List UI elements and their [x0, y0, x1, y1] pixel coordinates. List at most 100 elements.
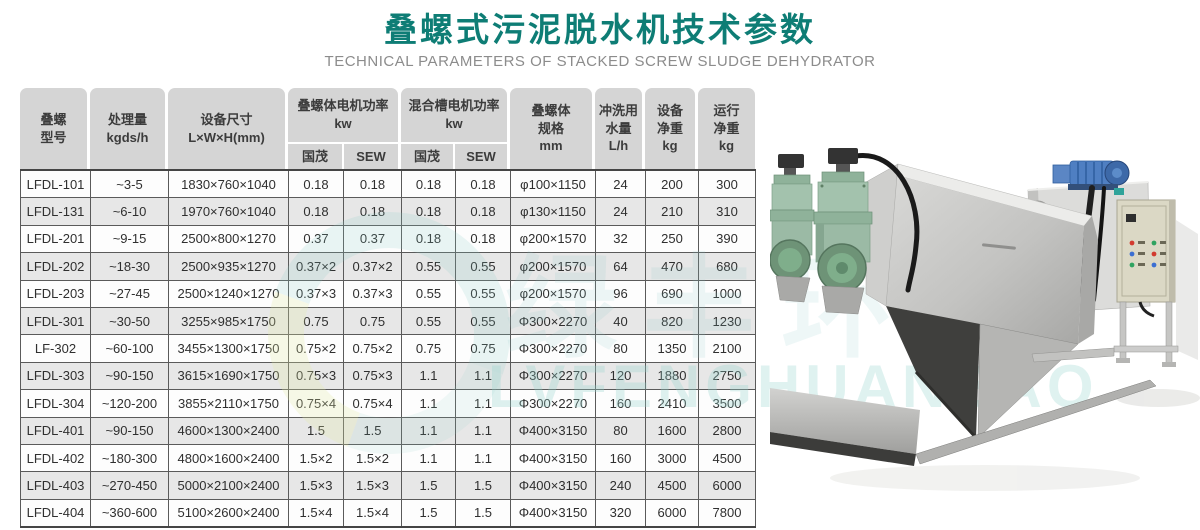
table-cell-mix-motor-sew: 0.75: [455, 334, 511, 363]
table-cell-screw-spec: φ100×1150: [510, 169, 596, 199]
table-cell-operating-weight: 6000: [698, 471, 756, 500]
table-cell-screw-motor-sew: 0.75×2: [343, 334, 402, 363]
header-net-weight: 设备 净重 kg: [645, 88, 695, 169]
shadow: [830, 220, 1200, 491]
header-screw-motor-label: 叠螺体电机功率 kw: [297, 98, 389, 131]
table-cell-net-weight: 2410: [645, 389, 699, 418]
table-cell-wash-water: 320: [595, 498, 646, 528]
header-brand-sew-2: SEW: [453, 144, 507, 169]
table-cell-capacity: ~90-150: [90, 416, 169, 445]
header-screw-motor-brands: 国茂 SEW: [288, 142, 398, 169]
table-cell-model: LFDL-203: [20, 279, 91, 308]
table-cell-dimensions: 5000×2100×2400: [168, 471, 289, 500]
table-cell-operating-weight: 2100: [698, 334, 756, 363]
table-cell-wash-water: 80: [595, 416, 646, 445]
header-operating-weight: 运行 净重 kg: [698, 88, 755, 169]
table-header: 叠螺 型号 处理量 kgds/h 设备尺寸 L×W×H(mm) 叠螺体电机功率 …: [20, 88, 755, 169]
table-cell-mix-motor-sew: 0.18: [455, 197, 511, 226]
table-row: LFDL-301 ~30-50 3255×985×1750 0.75 0.75 0.55 0…: [20, 306, 756, 336]
table-cell-mix-motor-guomao: 0.75: [401, 334, 456, 363]
table-cell-mix-motor-guomao: 0.55: [401, 306, 456, 336]
table-cell-mix-motor-sew: 1.5: [455, 471, 511, 500]
table-cell-model: LFDL-131: [20, 197, 91, 226]
header-brand-guomao-1: 国茂: [301, 148, 328, 164]
table-cell-screw-motor-sew: 1.5×3: [343, 471, 402, 500]
header-screw-motor-group: 叠螺体电机功率 kw 国茂 SEW: [288, 88, 398, 169]
table-cell-screw-spec: Φ400×3150: [510, 498, 596, 528]
table-cell-net-weight: 3000: [645, 443, 699, 473]
table-grid: LFDL-101 ~3-5 1830×760×1040 0.18 0.18 0.18 0.1…: [20, 169, 756, 529]
table-cell-mix-motor-sew: 1.5: [455, 498, 511, 528]
table-cell-screw-motor-guomao: 0.75×2: [288, 334, 344, 363]
table-cell-net-weight: 820: [645, 306, 699, 336]
table-cell-screw-motor-sew: 1.5: [343, 416, 402, 445]
cabinet-stand: [1031, 301, 1179, 367]
table-cell-net-weight: 4500: [645, 471, 699, 500]
table-row: LFDL-304 ~120-200 3855×2110×1750 0.75×4 0.75…: [20, 389, 756, 418]
table-cell-model: LFDL-202: [20, 252, 91, 281]
drain-pan: [770, 379, 1157, 466]
header-mix-motor-brands: 国茂 SEW: [401, 142, 507, 169]
table-cell-mix-motor-guomao: 0.18: [401, 224, 456, 254]
table-cell-operating-weight: 300: [698, 169, 756, 199]
table-cell-wash-water: 240: [595, 471, 646, 500]
table-cell-mix-motor-sew: 1.1: [455, 416, 511, 445]
table-cell-capacity: ~18-30: [90, 252, 169, 281]
table-cell-wash-water: 120: [595, 361, 646, 391]
table-cell-screw-motor-guomao: 0.75: [288, 306, 344, 336]
table-cell-mix-motor-sew: 1.1: [455, 361, 511, 391]
table-cell-operating-weight: 7800: [698, 498, 756, 528]
inspection-handle: [982, 243, 1016, 250]
table-row: LFDL-101 ~3-5 1830×760×1040 0.18 0.18 0.18 0.1…: [20, 169, 756, 199]
header-mix-motor-label: 混合槽电机功率 kw: [408, 98, 500, 131]
table-row: LFDL-401 ~90-150 4600×1300×2400 1.5 1.5 1.1 1.…: [20, 416, 756, 445]
parameters-table: 叠螺 型号 处理量 kgds/h 设备尺寸 L×W×H(mm) 叠螺体电机功率 …: [20, 88, 756, 529]
screw-press-body: [886, 163, 1098, 344]
table-cell-mix-motor-guomao: 1.5: [401, 498, 456, 528]
control-cabinet: [1116, 199, 1176, 318]
table-cell-screw-motor-sew: 0.75×3: [343, 361, 402, 391]
header-wash-water: 冲洗用 水量 L/h: [595, 88, 642, 169]
table-cell-net-weight: 250: [645, 224, 699, 254]
table-cell-screw-motor-sew: 0.37×3: [343, 279, 402, 308]
table-cell-net-weight: 470: [645, 252, 699, 281]
table-cell-screw-motor-guomao: 1.5×3: [288, 471, 344, 500]
machine-photo: [770, 148, 1200, 491]
table-cell-screw-motor-sew: 0.75×4: [343, 389, 402, 418]
table-cell-mix-motor-guomao: 1.1: [401, 416, 456, 445]
green-gear-motor-left: [770, 154, 815, 303]
table-cell-net-weight: 1350: [645, 334, 699, 363]
table-cell-net-weight: 200: [645, 169, 699, 199]
table-cell-screw-motor-guomao: 0.75×3: [288, 361, 344, 391]
table-cell-operating-weight: 2750: [698, 361, 756, 391]
table-cell-mix-motor-guomao: 1.1: [401, 361, 456, 391]
table-cell-net-weight: 1880: [645, 361, 699, 391]
table-cell-operating-weight: 680: [698, 252, 756, 281]
table-cell-dimensions: 4800×1600×2400: [168, 443, 289, 473]
table-cell-model: LFDL-303: [20, 361, 91, 391]
header-model: 叠螺 型号: [20, 88, 87, 169]
table-cell-dimensions: 3855×2110×1750: [168, 389, 289, 418]
table-cell-mix-motor-sew: 1.1: [455, 443, 511, 473]
header-brand-sew-1: SEW: [342, 144, 398, 169]
table-cell-screw-spec: Φ300×2270: [510, 361, 596, 391]
table-cell-mix-motor-sew: 0.55: [455, 279, 511, 308]
table-cell-screw-spec: φ200×1570: [510, 279, 596, 308]
table-row: LFDL-403 ~270-450 5000×2100×2400 1.5×3 1.5×3…: [20, 471, 756, 500]
page-title: 叠螺式污泥脱水机技术参数: [384, 11, 816, 48]
table-cell-capacity: ~9-15: [90, 224, 169, 254]
table-cell-wash-water: 160: [595, 443, 646, 473]
table-cell-operating-weight: 310: [698, 197, 756, 226]
table-cell-screw-motor-guomao: 1.5: [288, 416, 344, 445]
main-switch: [1126, 214, 1136, 222]
table-cell-wash-water: 96: [595, 279, 646, 308]
table-cell-operating-weight: 390: [698, 224, 756, 254]
table-cell-dimensions: 3615×1690×1750: [168, 361, 289, 391]
table-cell-screw-motor-guomao: 1.5×2: [288, 443, 344, 473]
table-row: LFDL-201 ~9-15 2500×800×1270 0.37 0.37 0.18 0.…: [20, 224, 756, 254]
table-cell-screw-motor-sew: 0.18: [343, 169, 402, 199]
table-cell-operating-weight: 3500: [698, 389, 756, 418]
table-cell-screw-motor-sew: 0.37: [343, 224, 402, 254]
table-cell-mix-motor-sew: 1.1: [455, 389, 511, 418]
table-cell-screw-motor-guomao: 0.37: [288, 224, 344, 254]
